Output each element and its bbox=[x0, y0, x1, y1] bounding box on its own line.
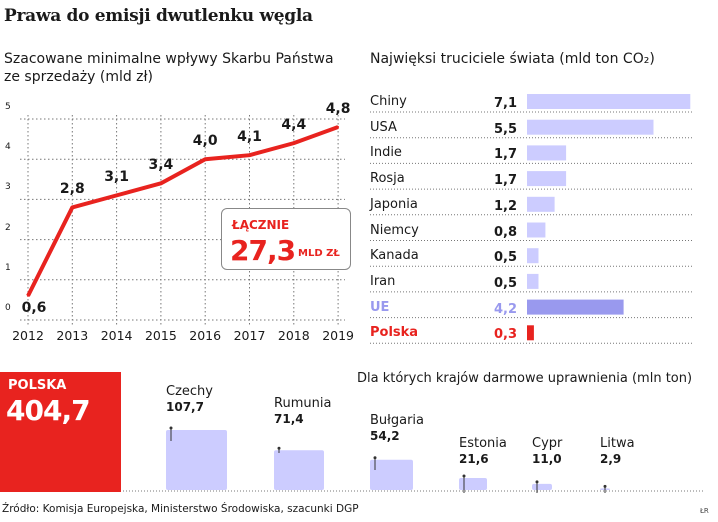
vbar bbox=[166, 430, 227, 490]
bar-label: Cypr bbox=[532, 436, 563, 451]
data-point bbox=[71, 206, 74, 209]
data-point bbox=[27, 294, 29, 297]
vbar bbox=[370, 459, 413, 490]
bar-label: Litwa bbox=[600, 436, 635, 451]
bar-label: Estonia bbox=[459, 436, 507, 451]
row-value: 0,3 bbox=[474, 327, 520, 343]
row-label: Kanada bbox=[370, 248, 422, 264]
y-tick-label: 4 bbox=[5, 142, 11, 153]
row-value: 1,7 bbox=[474, 147, 520, 163]
hbar bbox=[527, 325, 534, 341]
pointer-dot bbox=[169, 426, 173, 430]
data-label: 4,1 bbox=[237, 129, 262, 146]
row-value: 0,5 bbox=[474, 275, 520, 291]
vbar-chart-title: Dla których krajów darmowe uprawnienia (… bbox=[357, 371, 693, 386]
pointer-dot bbox=[462, 474, 466, 478]
row-label: UE bbox=[370, 299, 393, 315]
x-tick-label: 2018 bbox=[277, 328, 310, 343]
x-tick-label: 2016 bbox=[189, 328, 222, 343]
y-tick-label: 2 bbox=[5, 222, 11, 233]
bar-label: Bułgaria bbox=[370, 413, 424, 428]
bar-value: 107,7 bbox=[166, 400, 204, 414]
data-label: 3,1 bbox=[104, 169, 129, 186]
infographic-title: Prawa do emisji dwutlenku węgla bbox=[4, 6, 313, 26]
pointer-dot bbox=[277, 446, 281, 450]
total-label: ŁĄCZNIE bbox=[232, 218, 290, 232]
y-tick-label: 0 bbox=[5, 303, 11, 313]
x-tick-label: 2019 bbox=[322, 328, 354, 343]
bar-value: 54,2 bbox=[370, 429, 400, 443]
bar-label: Rumunia bbox=[274, 396, 332, 411]
hbar bbox=[527, 171, 567, 187]
hbar-chart-title: Najwięksi truciciele świata (mld ton CO₂… bbox=[370, 51, 655, 67]
x-tick-label: 2014 bbox=[100, 328, 133, 343]
data-point bbox=[292, 142, 295, 145]
hbar bbox=[527, 94, 691, 109]
row-value: 0,5 bbox=[474, 250, 520, 266]
vbar bbox=[532, 483, 552, 490]
data-label: 3,4 bbox=[148, 157, 174, 174]
data-line bbox=[26, 125, 339, 297]
line-chart-subtitle: Szacowane minimalne wpływy Skarbu Państw… bbox=[4, 51, 334, 85]
bar-label: Czechy bbox=[166, 384, 213, 399]
vbar bbox=[274, 450, 324, 490]
hbar bbox=[527, 222, 546, 238]
row-value: 0,8 bbox=[474, 224, 520, 240]
bar-value: 11,0 bbox=[532, 452, 562, 466]
data-point bbox=[115, 194, 118, 197]
hbar bbox=[527, 273, 539, 289]
pointer-dot bbox=[535, 480, 539, 484]
row-value: 4,2 bbox=[474, 301, 520, 317]
data-point bbox=[159, 182, 162, 185]
author-signature: ŁR bbox=[700, 507, 709, 515]
data-point bbox=[337, 126, 340, 129]
polska-highlight-box bbox=[0, 372, 121, 492]
data-label: 4,4 bbox=[281, 117, 307, 134]
data-point bbox=[204, 158, 207, 161]
x-tick-label: 2013 bbox=[56, 328, 89, 343]
row-value: 7,1 bbox=[474, 96, 520, 111]
row-label: Indie bbox=[370, 145, 405, 161]
hbar bbox=[527, 299, 624, 315]
hbar bbox=[527, 145, 567, 161]
x-tick-label: 2012 bbox=[12, 328, 44, 343]
data-label: 0,6 bbox=[21, 299, 47, 316]
y-tick-label: 3 bbox=[5, 182, 11, 193]
row-label: Polska bbox=[370, 325, 422, 341]
bar-value: 21,6 bbox=[459, 452, 489, 466]
vbar bbox=[459, 477, 487, 490]
data-label: 4,8 bbox=[325, 101, 351, 118]
row-label: Rosja bbox=[370, 171, 408, 187]
polska-label: POLSKA bbox=[8, 378, 67, 393]
row-value: 5,5 bbox=[474, 121, 520, 137]
x-tick-label: 2015 bbox=[144, 328, 177, 343]
row-label: Iran bbox=[370, 273, 399, 289]
y-tick-label: 5 bbox=[5, 102, 11, 112]
total-box bbox=[221, 208, 351, 270]
row-label: USA bbox=[370, 119, 400, 135]
row-label: Chiny bbox=[370, 94, 410, 109]
row-value: 1,7 bbox=[474, 173, 520, 189]
hbar bbox=[527, 248, 539, 264]
row-label: Niemcy bbox=[370, 222, 422, 238]
row-value: 1,2 bbox=[474, 198, 520, 214]
data-label: 4,0 bbox=[192, 133, 218, 150]
hbar bbox=[527, 119, 654, 135]
polska-value: 404,7 bbox=[6, 394, 91, 427]
data-point bbox=[248, 154, 251, 157]
row-label: Japonia bbox=[370, 196, 421, 212]
bar-value: 71,4 bbox=[274, 412, 304, 426]
x-tick-label: 2017 bbox=[233, 328, 266, 343]
pointer-dot bbox=[603, 484, 607, 488]
pointer-dot bbox=[373, 456, 377, 460]
total-unit: MLD ZŁ bbox=[298, 248, 340, 259]
y-tick-label: 1 bbox=[5, 262, 11, 273]
source-note: Źródło: Komisja Europejska, Ministerstwo… bbox=[2, 503, 359, 515]
data-label: 2,8 bbox=[59, 181, 85, 198]
bar-value: 2,9 bbox=[600, 452, 622, 466]
total-value: 27,3 bbox=[230, 234, 296, 267]
hbar bbox=[527, 196, 555, 212]
